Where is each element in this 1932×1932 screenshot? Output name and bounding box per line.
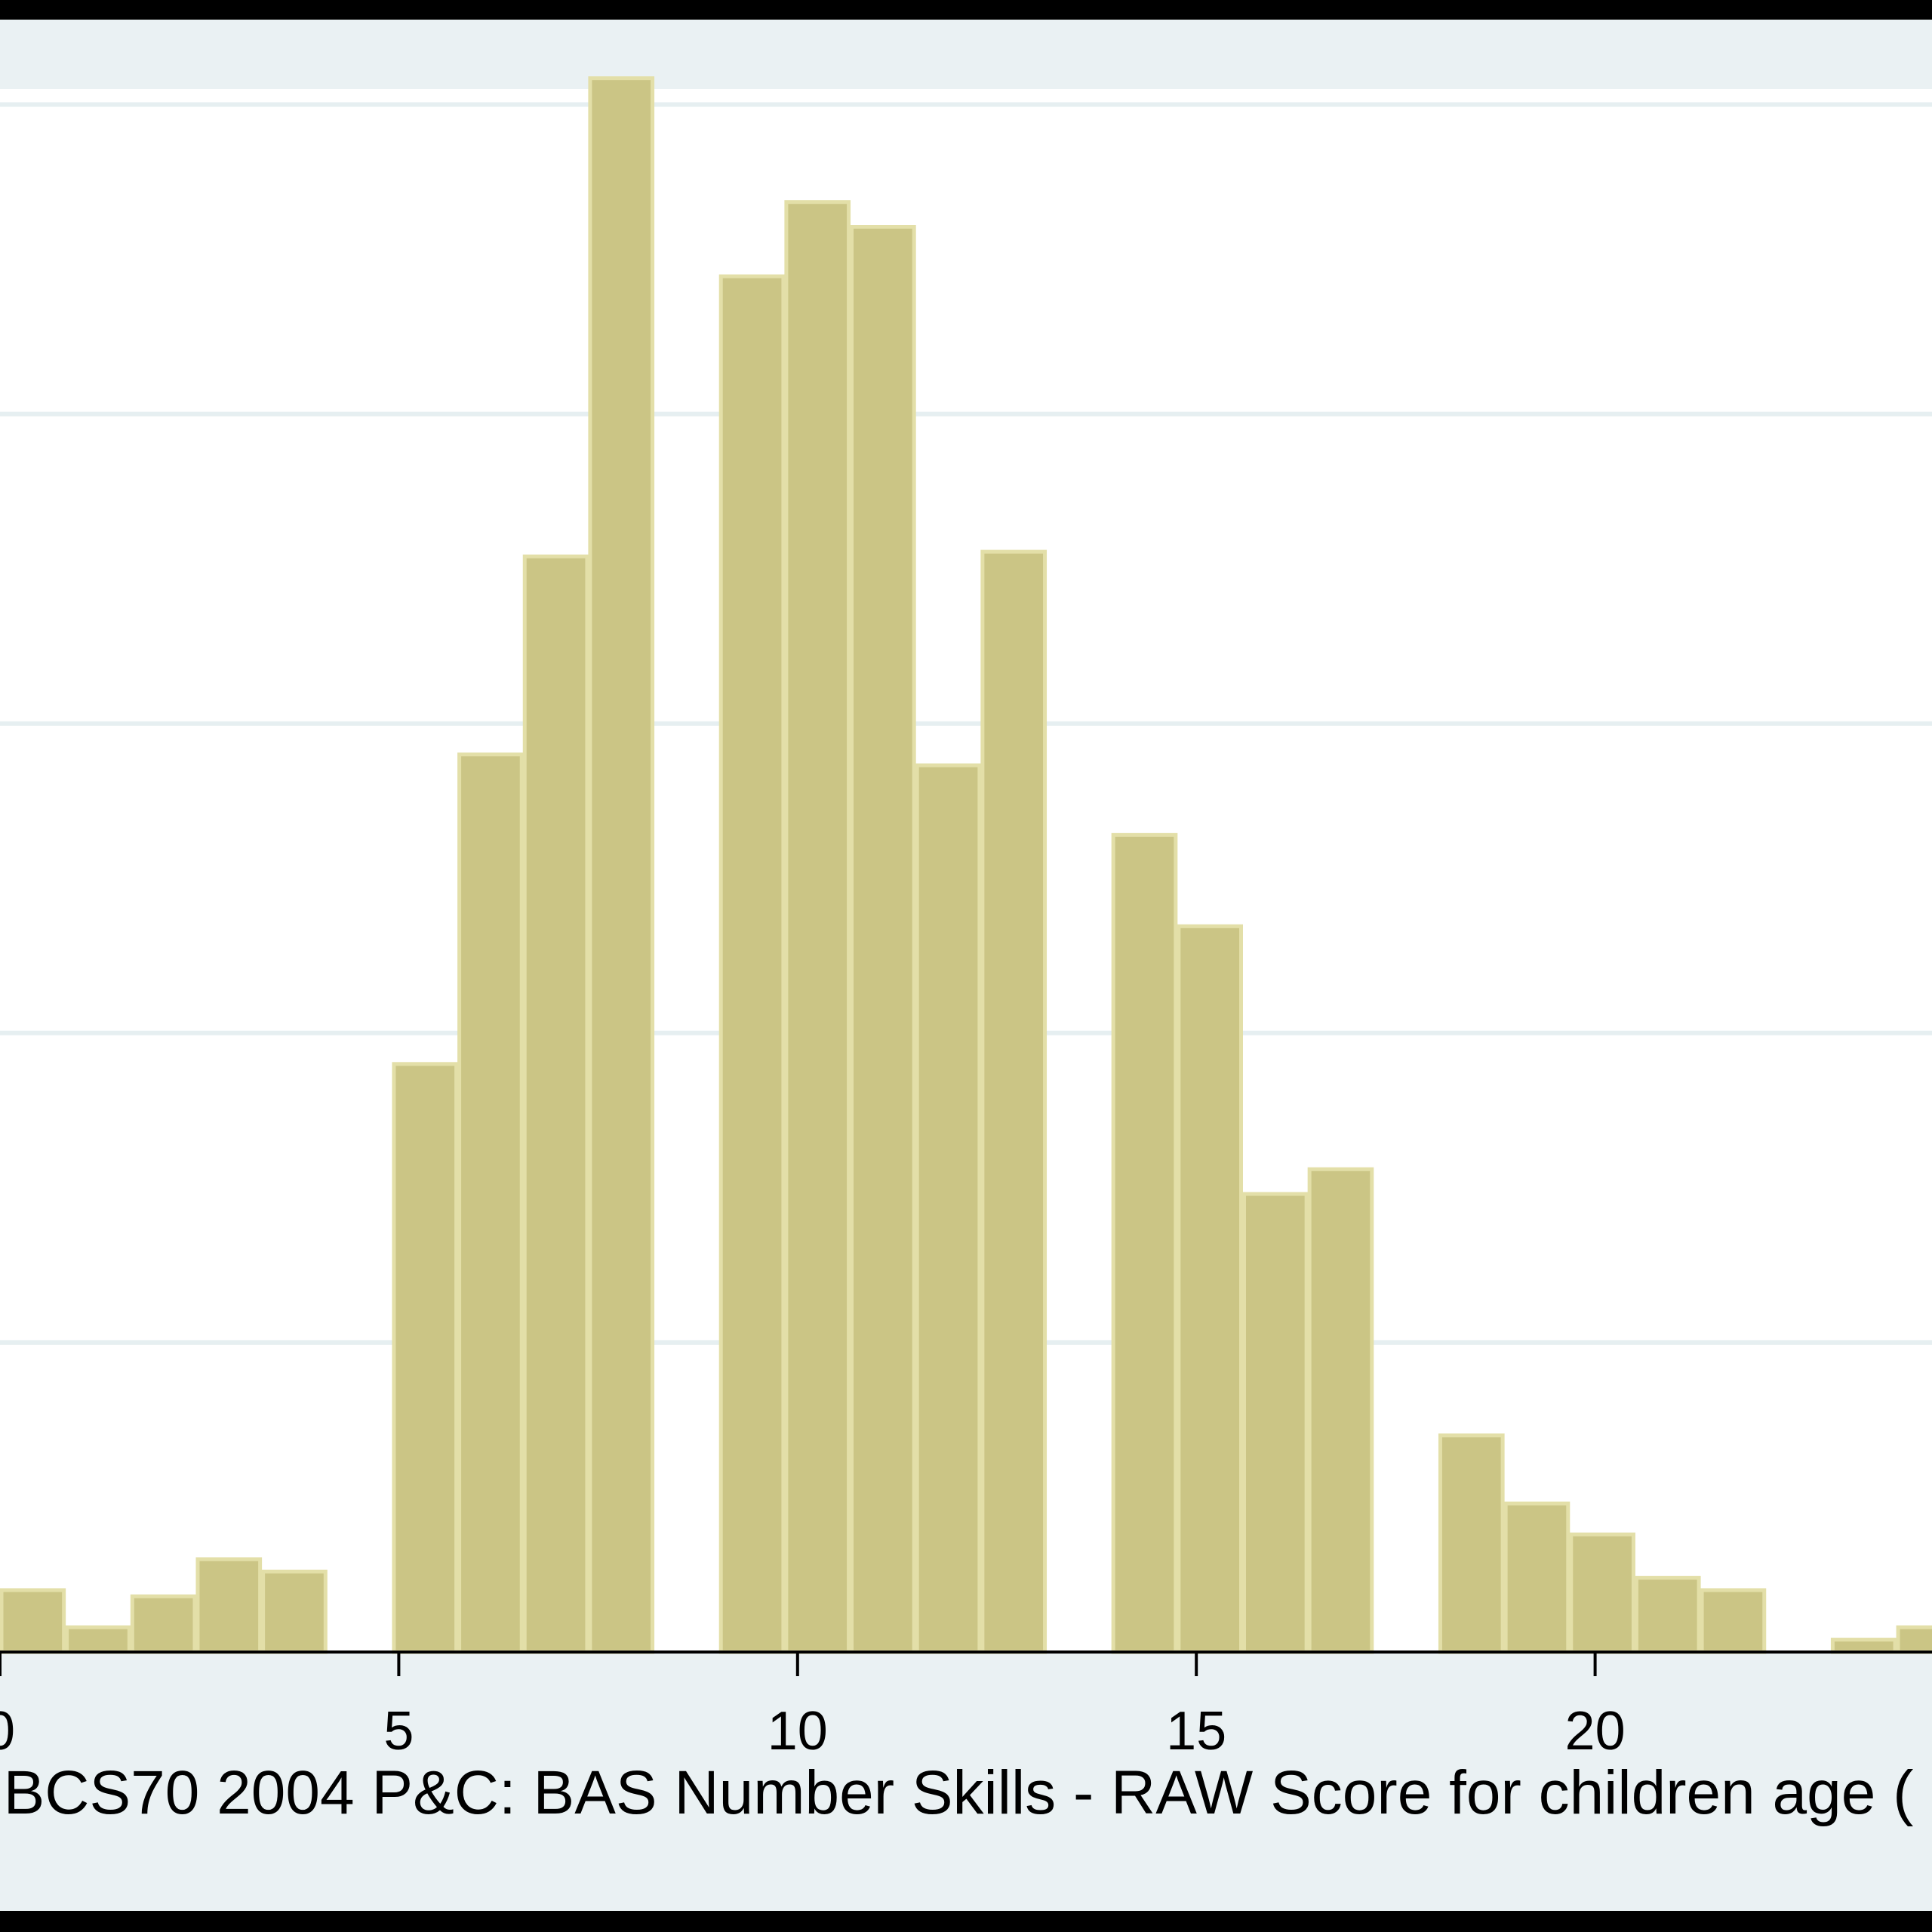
histogram-bar-18 [1438,1433,1505,1654]
histogram-bar-17 [1307,1167,1374,1654]
histogram-bar-24 [1896,1625,1932,1654]
histogram-bar-12 [915,763,982,1654]
histogram-bar-13 [980,549,1048,1654]
histogram-bar-11 [850,224,916,1654]
histogram-bar-10 [784,200,851,1654]
histogram-bar-16 [1241,1192,1309,1654]
x-ticks-layer: 0 5 10 15 20 [0,1652,1626,1761]
x-tick-label-4: 20 [1565,1701,1626,1761]
histogram-bar-1 [65,1625,131,1654]
histogram-bar-5 [392,1062,459,1654]
histogram-bar-4 [261,1569,328,1654]
x-tick-label-2: 10 [768,1701,828,1761]
histogram-bar-6 [457,752,524,1654]
histogram-bar-19 [1503,1501,1571,1654]
histogram-bar-9 [718,274,786,1654]
histogram-bar-15 [1177,924,1243,1654]
x-axis-title: BCS70 2004 P&C: BAS Number Skills - RAW … [4,1758,1914,1827]
histogram-bar-21 [1634,1576,1701,1654]
histogram-bar-8 [588,76,655,1654]
histogram-bar-22 [1700,1588,1767,1654]
histogram-bar-7 [522,554,589,1654]
histogram-bar-14 [1111,832,1178,1654]
histogram-bar-20 [1569,1532,1635,1654]
x-tick-label-0: 0 [0,1701,15,1761]
histogram-bar-2 [130,1594,197,1654]
x-tick-label-1: 5 [383,1701,414,1761]
histogram-bar-0 [0,1588,66,1654]
histogram-bar-3 [195,1557,263,1654]
histogram-bar-23 [1830,1638,1897,1654]
grid-layer [0,102,1932,1345]
x-tick-label-3: 15 [1166,1701,1226,1761]
